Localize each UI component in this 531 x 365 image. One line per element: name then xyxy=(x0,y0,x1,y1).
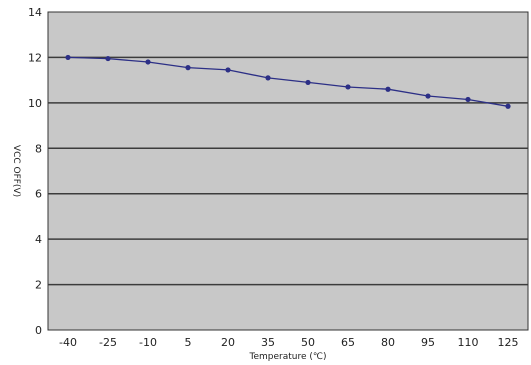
x-tick-label: -40 xyxy=(59,336,77,349)
x-tick-label: 35 xyxy=(261,336,275,349)
series-points xyxy=(65,54,511,109)
data-point xyxy=(145,59,151,65)
y-axis-tick-labels: 0 2 4 6 8 10 12 14 xyxy=(28,6,42,337)
y-tick-label: 0 xyxy=(35,324,42,337)
data-point xyxy=(65,54,71,61)
data-point xyxy=(265,75,271,81)
x-tick-label: 110 xyxy=(458,336,479,349)
x-tick-label: 5 xyxy=(185,336,192,349)
y-tick-label: 12 xyxy=(28,51,42,64)
y-tick-label: 2 xyxy=(35,279,42,292)
x-tick-label: 125 xyxy=(498,336,519,349)
x-axis-title: Temperature (℃) xyxy=(248,352,326,362)
x-tick-label: -25 xyxy=(99,336,117,349)
y-axis-title: VCC OFF(V) xyxy=(11,145,21,197)
data-point xyxy=(505,103,511,109)
gridlines xyxy=(48,56,528,286)
data-point xyxy=(425,93,431,99)
plot-area xyxy=(47,11,529,331)
data-point xyxy=(345,84,351,90)
x-tick-label: 65 xyxy=(341,336,355,349)
x-tick-label: -10 xyxy=(139,336,157,349)
data-point xyxy=(305,79,311,86)
y-tick-label: 8 xyxy=(35,142,42,155)
x-tick-label: 50 xyxy=(301,336,315,349)
data-point xyxy=(385,86,391,92)
y-tick-label: 4 xyxy=(35,233,42,246)
x-tick-label: 20 xyxy=(221,336,235,349)
series-line xyxy=(67,56,509,107)
y-tick-label: 6 xyxy=(35,188,42,201)
data-point xyxy=(225,67,231,73)
y-tick-label: 14 xyxy=(28,6,42,19)
x-axis-tick-labels: -40 -25 -10 5 20 35 50 65 80 95 110 125 xyxy=(59,336,518,349)
x-tick-label: 95 xyxy=(421,336,435,349)
data-point xyxy=(465,96,471,103)
y-tick-label: 10 xyxy=(28,97,42,110)
x-tick-label: 80 xyxy=(381,336,395,349)
data-point xyxy=(185,65,191,71)
data-point xyxy=(105,55,111,62)
